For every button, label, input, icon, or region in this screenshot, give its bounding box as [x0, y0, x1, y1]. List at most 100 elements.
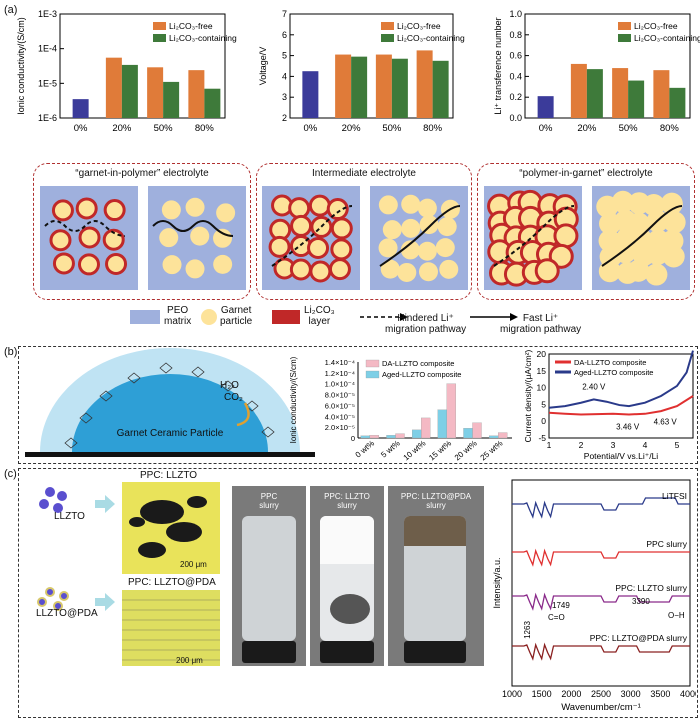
- garnet-particle: [268, 235, 291, 258]
- bar-li2co3-free: [335, 54, 352, 118]
- bar-li2co3-free: [653, 70, 670, 118]
- garnet-particle: [213, 228, 233, 248]
- hindered-pathway: [44, 220, 126, 237]
- bar-li2co3-free: [570, 63, 587, 118]
- bar-li2co3-free: [612, 68, 629, 118]
- ppc-llzto-pda-micrograph: [122, 590, 220, 666]
- garnet-particle: [598, 229, 621, 252]
- bar-li2co3-containing: [628, 80, 645, 118]
- legend-label: Aged-LLZTO composite: [574, 368, 653, 377]
- legend-swatch-aged: [365, 370, 380, 379]
- garnet-particle: [534, 258, 560, 284]
- panel-a-charts: 1E-3 1E-4 1E-5 1E-6 Ionic conductivity/(S/cm…: [16, 9, 700, 134]
- ytick-label: 4: [282, 71, 287, 81]
- x-axis-label: Wavenumber/cm⁻¹: [561, 702, 641, 713]
- ytick-label: 2: [282, 113, 287, 123]
- legend-label-free: Li₂CO₃-free: [634, 21, 678, 31]
- bar-aged-llzto: [437, 409, 447, 439]
- ytick-label: 6.0×10⁻⁵: [325, 401, 355, 410]
- llzto-particles: [39, 487, 67, 513]
- xtick-label: 3500: [650, 689, 670, 699]
- schematic-key: [130, 309, 518, 325]
- y-axis-label: Ionic conductivity/(S/cm): [290, 356, 298, 443]
- bar-li2co3-containing: [121, 64, 138, 118]
- bar-aged-llzto: [463, 428, 473, 439]
- ytick-label: 1E-5: [38, 78, 57, 88]
- llzto-label: LLZTO: [54, 511, 85, 522]
- garnet-particle: [627, 259, 650, 282]
- garnet-particle: [663, 211, 686, 234]
- garnet-particle: [378, 195, 398, 215]
- ytick-label: 0: [351, 434, 355, 443]
- key-garnet-label: Garnet particle: [220, 305, 253, 327]
- vial-photo-1: [232, 486, 306, 666]
- garnet-particle: [288, 197, 311, 220]
- bar-da-llzto: [395, 433, 405, 439]
- xtick-label: 2: [579, 440, 584, 450]
- legend-swatch-containing: [153, 34, 166, 42]
- garnet-particle: [51, 199, 74, 222]
- box-intermediate: [256, 163, 472, 300]
- bar-aged-llzto: [489, 435, 499, 439]
- ytick-label: 10: [537, 383, 547, 393]
- panel-label-c: (c): [4, 468, 17, 480]
- annotation-oh: O−H: [668, 611, 685, 620]
- category-label: 0 wt%: [354, 439, 376, 460]
- garnet-particle: [611, 190, 634, 213]
- category-label: 80%: [423, 123, 443, 134]
- bar-da-llzto: [421, 417, 431, 439]
- trace-label: PPC: LLZTO@PDA slurry: [590, 633, 688, 643]
- garnet-particle: [553, 223, 579, 249]
- bar-aged-llzto: [412, 429, 422, 439]
- xtick-label: 5: [675, 440, 680, 450]
- panel-b-frame: [18, 346, 698, 464]
- title-polymer-in-garnet: “polymer-in-garnet” electrolyte: [519, 168, 653, 179]
- garnet-particle: [380, 259, 400, 279]
- garnet-particle: [77, 253, 100, 276]
- ytick-label: 0.8: [509, 30, 522, 40]
- legend-swatch-free: [618, 22, 631, 30]
- garnet-particle: [401, 218, 421, 238]
- category-label: 25 wt%: [479, 439, 505, 462]
- annotation-co: C=O: [548, 613, 565, 622]
- bar-peo: [302, 71, 319, 118]
- ytick-label: 0.4: [509, 71, 522, 81]
- scale-1: 200 μm: [180, 560, 207, 569]
- annotation-1263: 1263: [523, 621, 532, 639]
- particle-diagram: H₂O CO₂ Garnet Ceramic Particle: [25, 348, 315, 457]
- category-label: 80%: [660, 123, 680, 134]
- y-axis-label: Ionic conductivity/(S/cm): [16, 17, 26, 115]
- vial-photo-2: [310, 486, 384, 666]
- img2-title: PPC: LLZTO@PDA: [128, 577, 216, 588]
- lsv-chart: 1 2 3 4 5 20 15 10 5 0 -5 Potential/V vs.Li⁺/Li Curr…: [525, 350, 694, 461]
- img1-title: PPC: LLZTO: [140, 470, 198, 481]
- garnet-particle: [328, 258, 351, 281]
- ytick-label: 0.6: [509, 51, 522, 61]
- legend-label-da: DA-LLZTO composite: [382, 359, 454, 368]
- x-axis-label: Potential/V vs.Li⁺/Li: [584, 451, 659, 461]
- ir-spectra-chart: 1000 1500 2000 2500 3000 3500 4000 Wavenumber/c…: [492, 479, 696, 713]
- bar-li2co3-free: [147, 67, 164, 118]
- garnet-particle: [660, 192, 683, 215]
- category-label: 20%: [342, 123, 362, 134]
- annotation-3390: 3390: [632, 597, 650, 606]
- garnet-particle: [75, 197, 98, 220]
- key-peo-swatch: [130, 310, 160, 324]
- bar-da-llzto: [472, 422, 482, 439]
- key-hindered-label: Hindered Li⁺ migration pathway: [385, 313, 467, 335]
- legend-swatch-containing: [381, 34, 394, 42]
- ir-trace-4: [512, 642, 690, 661]
- legend-label-free: Li₂CO₃-free: [397, 21, 441, 31]
- garnet-particle: [437, 217, 457, 237]
- bar-peo: [72, 99, 89, 118]
- ytick-label: 1E-3: [38, 9, 57, 19]
- ytick-label: 6: [282, 30, 287, 40]
- garnet-particle: [308, 194, 331, 217]
- annotation-2-40: 2.40 V: [582, 382, 606, 391]
- garnet-particle: [382, 220, 402, 240]
- series-aged-llzto: [548, 350, 694, 409]
- ppc-llzto-micrograph: [122, 482, 220, 574]
- ytick-label: -5: [538, 433, 546, 443]
- garnet-particle: [330, 217, 353, 240]
- box-polymer-in-garnet: [477, 163, 695, 300]
